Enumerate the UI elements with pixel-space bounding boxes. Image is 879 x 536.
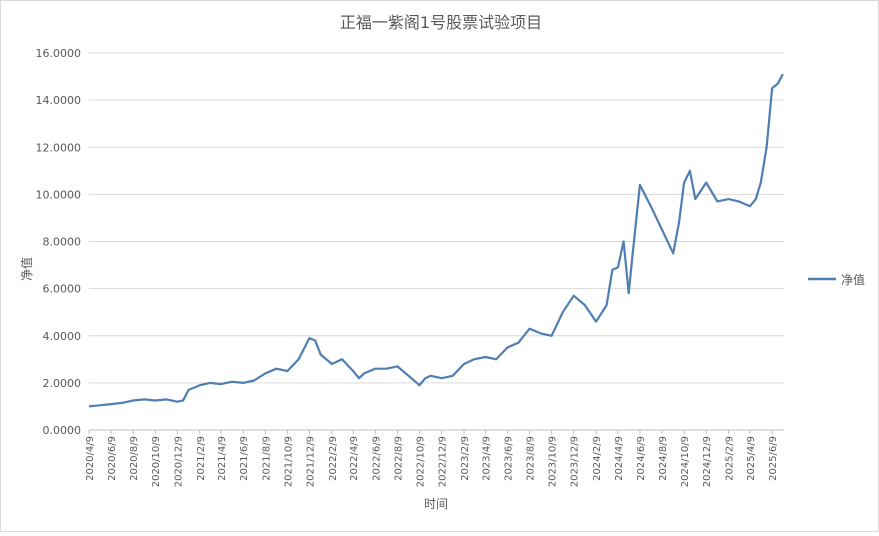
x-tick-label: 2023/6/9 bbox=[503, 436, 514, 481]
x-tick-label: 2021/4/9 bbox=[217, 436, 228, 481]
y-tick-label: 2.0000 bbox=[43, 377, 82, 390]
x-tick-label: 2025/6/9 bbox=[768, 436, 779, 481]
y-tick-label: 14.0000 bbox=[36, 94, 82, 107]
y-tick-label: 8.0000 bbox=[43, 236, 82, 249]
x-tick-label: 2024/10/9 bbox=[680, 436, 691, 487]
x-tick-label: 2024/6/9 bbox=[636, 436, 647, 481]
x-tick-label: 2024/12/9 bbox=[702, 436, 713, 487]
y-tick-label: 6.0000 bbox=[43, 283, 82, 296]
chart-title: 正福一紫阁1号股票试验项目 bbox=[340, 13, 542, 32]
y-tick-label: 10.0000 bbox=[36, 188, 82, 201]
x-tick-label: 2023/8/9 bbox=[526, 436, 537, 481]
grid-lines bbox=[89, 52, 784, 431]
x-tick-label: 2021/8/9 bbox=[261, 436, 272, 481]
x-tick-label: 2023/10/9 bbox=[548, 436, 559, 487]
x-tick-label: 2020/12/9 bbox=[173, 436, 184, 487]
x-tick-label: 2023/4/9 bbox=[481, 436, 492, 481]
x-tick-label: 2023/12/9 bbox=[570, 436, 581, 487]
x-tick-label: 2020/8/9 bbox=[129, 436, 140, 481]
x-tick-labels: 2020/4/9 2020/6/9 2020/8/9 2020/10/9 2020/12… bbox=[85, 430, 779, 487]
x-tick-label: 2022/2/9 bbox=[328, 436, 339, 481]
x-tick-label: 2020/6/9 bbox=[107, 436, 118, 481]
x-tick-label: 2020/10/9 bbox=[151, 436, 162, 487]
x-tick-label: 2023/2/9 bbox=[460, 436, 471, 481]
y-axis-label: 净值 bbox=[19, 257, 34, 281]
x-tick-label: 2024/8/9 bbox=[658, 436, 669, 481]
x-tick-label: 2021/10/9 bbox=[283, 436, 294, 487]
legend: 净值 bbox=[808, 272, 865, 287]
x-tick-label: 2022/4/9 bbox=[349, 436, 360, 481]
y-tick-labels: 0.0000 2.0000 4.0000 6.0000 8.0000 10.0000 12.… bbox=[36, 47, 82, 437]
legend-label: 净值 bbox=[841, 272, 865, 287]
x-tick-label: 2020/4/9 bbox=[85, 436, 96, 481]
y-tick-label: 0.0000 bbox=[43, 424, 82, 437]
x-tick-label: 2021/2/9 bbox=[196, 436, 207, 481]
x-tick-label: 2022/10/9 bbox=[415, 436, 426, 487]
x-tick-label: 2024/4/9 bbox=[614, 436, 625, 481]
series-line-netvalue bbox=[88, 73, 784, 408]
x-tick-label: 2021/6/9 bbox=[239, 436, 250, 481]
x-tick-label: 2024/2/9 bbox=[592, 436, 603, 481]
x-axis-label: 时间 bbox=[424, 497, 448, 511]
y-tick-label: 12.0000 bbox=[36, 141, 82, 154]
x-tick-label: 2022/12/9 bbox=[438, 436, 449, 487]
y-tick-label: 4.0000 bbox=[43, 330, 82, 343]
y-tick-label: 16.0000 bbox=[36, 47, 82, 60]
x-tick-label: 2021/12/9 bbox=[305, 436, 316, 487]
x-tick-label: 2025/2/9 bbox=[725, 436, 736, 481]
x-tick-label: 2025/4/9 bbox=[746, 436, 757, 481]
x-tick-label: 2022/8/9 bbox=[393, 436, 404, 481]
x-tick-label: 2022/6/9 bbox=[371, 436, 382, 481]
